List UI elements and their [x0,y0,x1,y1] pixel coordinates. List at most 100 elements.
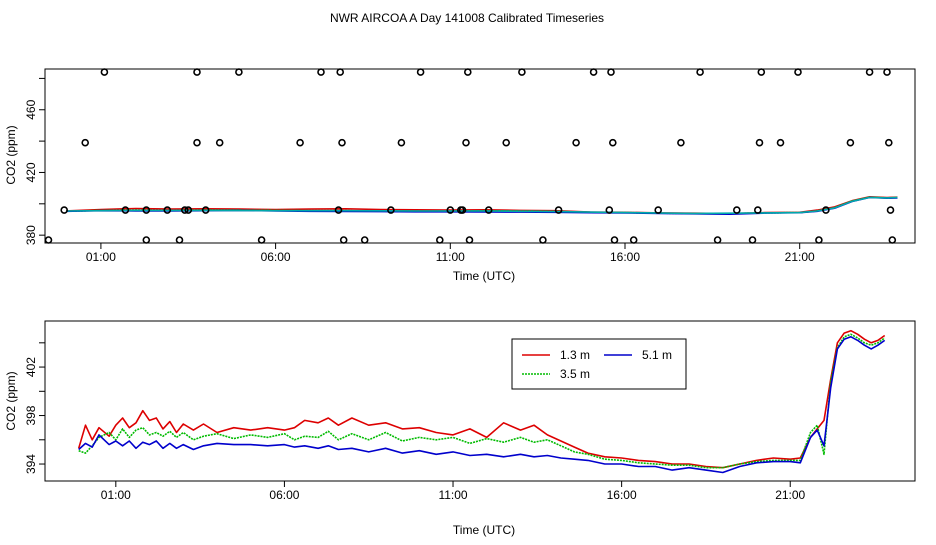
top-flag-point [416,68,425,76]
top-flag-point [435,236,444,244]
top-x-tick-label: 06:00 [261,250,291,264]
top-flag-point [607,68,615,76]
top-flag-point [755,138,764,147]
top-y-axis-label: CO2 (ppm) [4,125,18,184]
top-plot-frame [44,68,916,244]
top-series-group [65,196,898,215]
top-flag-point [44,236,53,244]
top-flag-point [815,236,823,244]
legend-label: 5.1 m [642,348,672,362]
bottom-panel: 01:00 06:00 11:00 16:00 21:00 394 398 402 Time… [4,320,916,537]
top-x-axis-label: Time (UTC) [453,269,515,283]
top-flag-point [696,68,704,76]
top-flag-point [883,68,891,76]
legend-box [511,338,687,390]
top-flag-point [201,206,210,214]
top-x-tick-label: 21:00 [785,250,815,264]
top-y-tick-label: 380 [24,225,38,245]
top-flag-point [886,206,895,214]
bottom-series-group [77,329,886,474]
top-flag-point [888,236,897,244]
top-flag-point [554,206,563,214]
top-flag-point [184,206,193,214]
bottom-x-tick-label: 11:00 [438,488,467,502]
top-flag-point [336,68,345,76]
top-flag-point [589,68,598,76]
top-flag-point [360,236,369,244]
top-flag-point [748,236,757,244]
top-y-tick-label: 460 [24,99,38,119]
top-flag-point [846,138,855,147]
top-flag-point [338,138,346,147]
top-flag-points [44,68,897,244]
top-flag-point [794,68,802,76]
bottom-series-line-2 [78,333,886,469]
top-flag-point [572,138,580,147]
bottom-series-line-3 [78,335,886,474]
top-x-axis: 01:00 06:00 11:00 16:00 21:00 [86,243,815,264]
top-x-tick-label: 01:00 [86,250,116,264]
top-flag-point [397,138,406,147]
top-flag-point [865,68,874,76]
top-flag-point [610,236,619,244]
figure-title: NWR AIRCOA A Day 141008 Calibrated Times… [330,11,604,25]
top-flag-point [121,206,130,214]
top-flag-point [81,138,89,147]
bottom-x-tick-label: 06:00 [269,488,299,502]
bottom-x-tick-label: 21:00 [775,488,805,502]
top-flag-point [605,206,614,214]
top-flag-point [387,206,395,214]
top-flag-point [100,68,109,76]
top-flag-point [463,68,472,76]
top-flag-point [235,68,243,76]
top-flag-point [163,206,172,214]
top-flag-point [215,138,224,147]
top-x-tick-label: 16:00 [610,250,640,264]
top-flag-point [465,236,474,244]
top-flag-point [339,236,348,244]
top-flag-point [629,236,638,244]
bottom-y-tick-label: 398 [24,405,38,425]
top-x-tick-label: 11:00 [436,250,465,264]
bottom-y-axis-label: CO2 (ppm) [4,371,18,430]
bottom-x-axis: 01:00 06:00 11:00 16:00 21:00 [101,481,806,502]
top-flag-point [539,236,547,244]
top-flag-point [884,138,893,147]
bottom-y-tick-label: 402 [24,357,38,377]
top-flag-point [732,206,741,214]
top-flag-point [181,206,189,214]
legend-label: 1.3 m [560,348,590,362]
top-flag-point [175,236,184,244]
top-flag-point [446,206,455,214]
top-flag-point [654,206,663,214]
top-y-axis: 380 420 460 [24,77,45,245]
top-flag-point [776,138,785,147]
top-flag-point [193,68,201,76]
bottom-y-axis: 394 398 402 [24,342,45,474]
top-flag-point [462,138,470,147]
legend-label: 3.5 m [560,367,590,381]
top-flag-point [753,206,762,214]
top-flag-point [317,68,325,76]
top-flag-point [458,206,467,214]
top-flag-point [296,138,304,147]
top-flag-point [142,206,151,214]
bottom-x-tick-label: 16:00 [607,488,637,502]
top-flag-point [757,68,766,76]
bottom-x-tick-label: 01:00 [101,488,131,502]
top-flag-point [608,138,617,147]
top-panel: 01:00 06:00 11:00 16:00 21:00 380 420 460 Time… [4,68,916,283]
top-flag-point [257,236,266,244]
bottom-x-axis-label: Time (UTC) [453,523,515,537]
top-flag-point [484,206,493,214]
legend: 1.3 m 5.1 m 3.5 m [511,338,687,390]
top-flag-point [502,138,511,147]
bottom-plot-frame [44,320,916,482]
top-flag-point [518,68,526,76]
top-flag-point [677,138,685,147]
top-flag-point [334,206,343,214]
bottom-y-tick-label: 394 [24,454,38,474]
top-flag-point [193,138,201,147]
